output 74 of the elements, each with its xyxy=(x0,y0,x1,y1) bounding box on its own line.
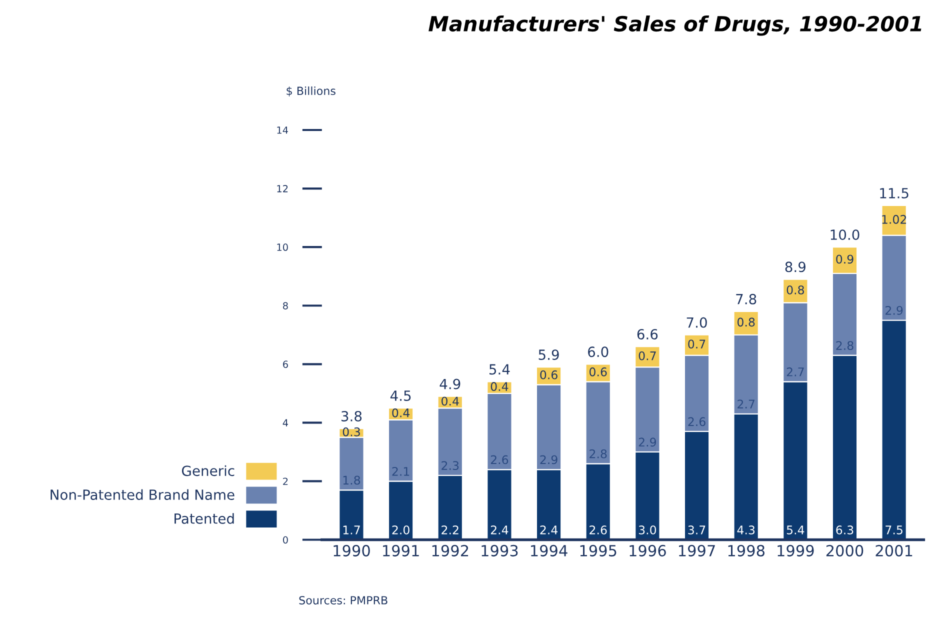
data-label: 2.6 xyxy=(490,455,508,464)
y-tick-label: 4 xyxy=(282,419,288,426)
data-label: 2.7 xyxy=(786,367,804,376)
data-label: 0.8 xyxy=(737,318,755,327)
data-label: 2.6 xyxy=(688,417,706,426)
x-tick-label: 1993 xyxy=(482,544,518,556)
total-label: 7.8 xyxy=(736,294,756,304)
x-tick-label: 1996 xyxy=(630,544,666,556)
y-tick-label: 2 xyxy=(283,478,288,485)
data-label: 2.7 xyxy=(738,400,754,408)
data-label: 3.0 xyxy=(638,525,656,534)
data-label: 7.5 xyxy=(886,526,902,534)
legend-label: Non-Patented Brand Name xyxy=(50,489,234,500)
data-label: 2.4 xyxy=(540,525,558,534)
data-label: 0.6 xyxy=(540,370,558,380)
data-label: 2.9 xyxy=(886,306,903,315)
total-label: 7.0 xyxy=(686,317,707,328)
total-label: 4.9 xyxy=(440,378,460,390)
source-note: Sources: PMPRB xyxy=(299,596,388,604)
data-label: 5.4 xyxy=(786,526,804,534)
x-tick-label: 1995 xyxy=(580,544,616,556)
total-label: 4.5 xyxy=(390,390,411,401)
total-label: 10.0 xyxy=(830,229,860,240)
x-tick-label: 1992 xyxy=(432,544,468,556)
data-label: 0.4 xyxy=(490,382,508,391)
total-label: 5.9 xyxy=(538,349,559,360)
legend-label: Generic xyxy=(182,465,234,476)
total-label: 8.9 xyxy=(785,262,806,272)
legend-label: Patented xyxy=(174,513,234,524)
data-label: 4.3 xyxy=(737,525,755,534)
data-label: 2.8 xyxy=(590,449,607,458)
y-tick-label: 8 xyxy=(283,302,288,310)
data-label: 0.4 xyxy=(442,396,459,406)
x-tick-label: 2001 xyxy=(876,544,912,556)
data-label: 0.7 xyxy=(638,351,656,360)
data-label: 0.7 xyxy=(688,340,706,349)
chart-title: Manufacturers' Sales of Drugs, 1990-2001 xyxy=(428,15,922,36)
data-label: 0.6 xyxy=(590,367,607,376)
data-label: 0.3 xyxy=(342,427,360,436)
data-label: 2.0 xyxy=(392,525,410,534)
total-label: 11.5 xyxy=(880,188,908,198)
x-tick-label: 1998 xyxy=(728,544,764,556)
data-label: 1.02 xyxy=(882,214,906,224)
x-tick-label: 1990 xyxy=(334,544,370,556)
data-label: 2.9 xyxy=(540,455,558,464)
y-tick-label: 6 xyxy=(283,360,288,368)
data-label: 2.6 xyxy=(590,525,607,534)
data-label: 3.7 xyxy=(688,525,706,534)
x-tick-label: 1997 xyxy=(679,544,715,556)
total-label: 5.4 xyxy=(489,364,510,375)
data-label: 2.4 xyxy=(490,525,508,534)
total-label: 6.6 xyxy=(637,329,658,340)
data-label: 2.1 xyxy=(392,466,410,476)
data-label: 2.2 xyxy=(442,525,458,534)
data-label: 0.8 xyxy=(786,285,804,294)
total-label: 6.0 xyxy=(588,346,608,358)
data-label: 2.8 xyxy=(836,341,854,350)
data-label: 6.3 xyxy=(836,525,854,534)
x-tick-label: 2000 xyxy=(826,544,864,556)
y-axis-title: $ Billions xyxy=(286,86,336,97)
x-tick-label: 1994 xyxy=(531,544,568,556)
data-label: 0.4 xyxy=(392,408,410,418)
y-tick-label: 10 xyxy=(277,244,288,251)
data-label: 2.9 xyxy=(638,438,656,447)
data-label: 1.7 xyxy=(343,526,360,534)
x-tick-label: 1991 xyxy=(383,544,419,556)
y-tick-label: 12 xyxy=(277,185,288,192)
y-tick-label: 0 xyxy=(283,536,288,544)
y-tick-label: 14 xyxy=(277,126,288,134)
data-label: 1.8 xyxy=(343,476,360,485)
x-tick-label: 1999 xyxy=(778,544,814,556)
data-label: 2.3 xyxy=(442,461,459,470)
data-label: 0.9 xyxy=(836,254,854,264)
total-label: 3.8 xyxy=(341,410,362,422)
